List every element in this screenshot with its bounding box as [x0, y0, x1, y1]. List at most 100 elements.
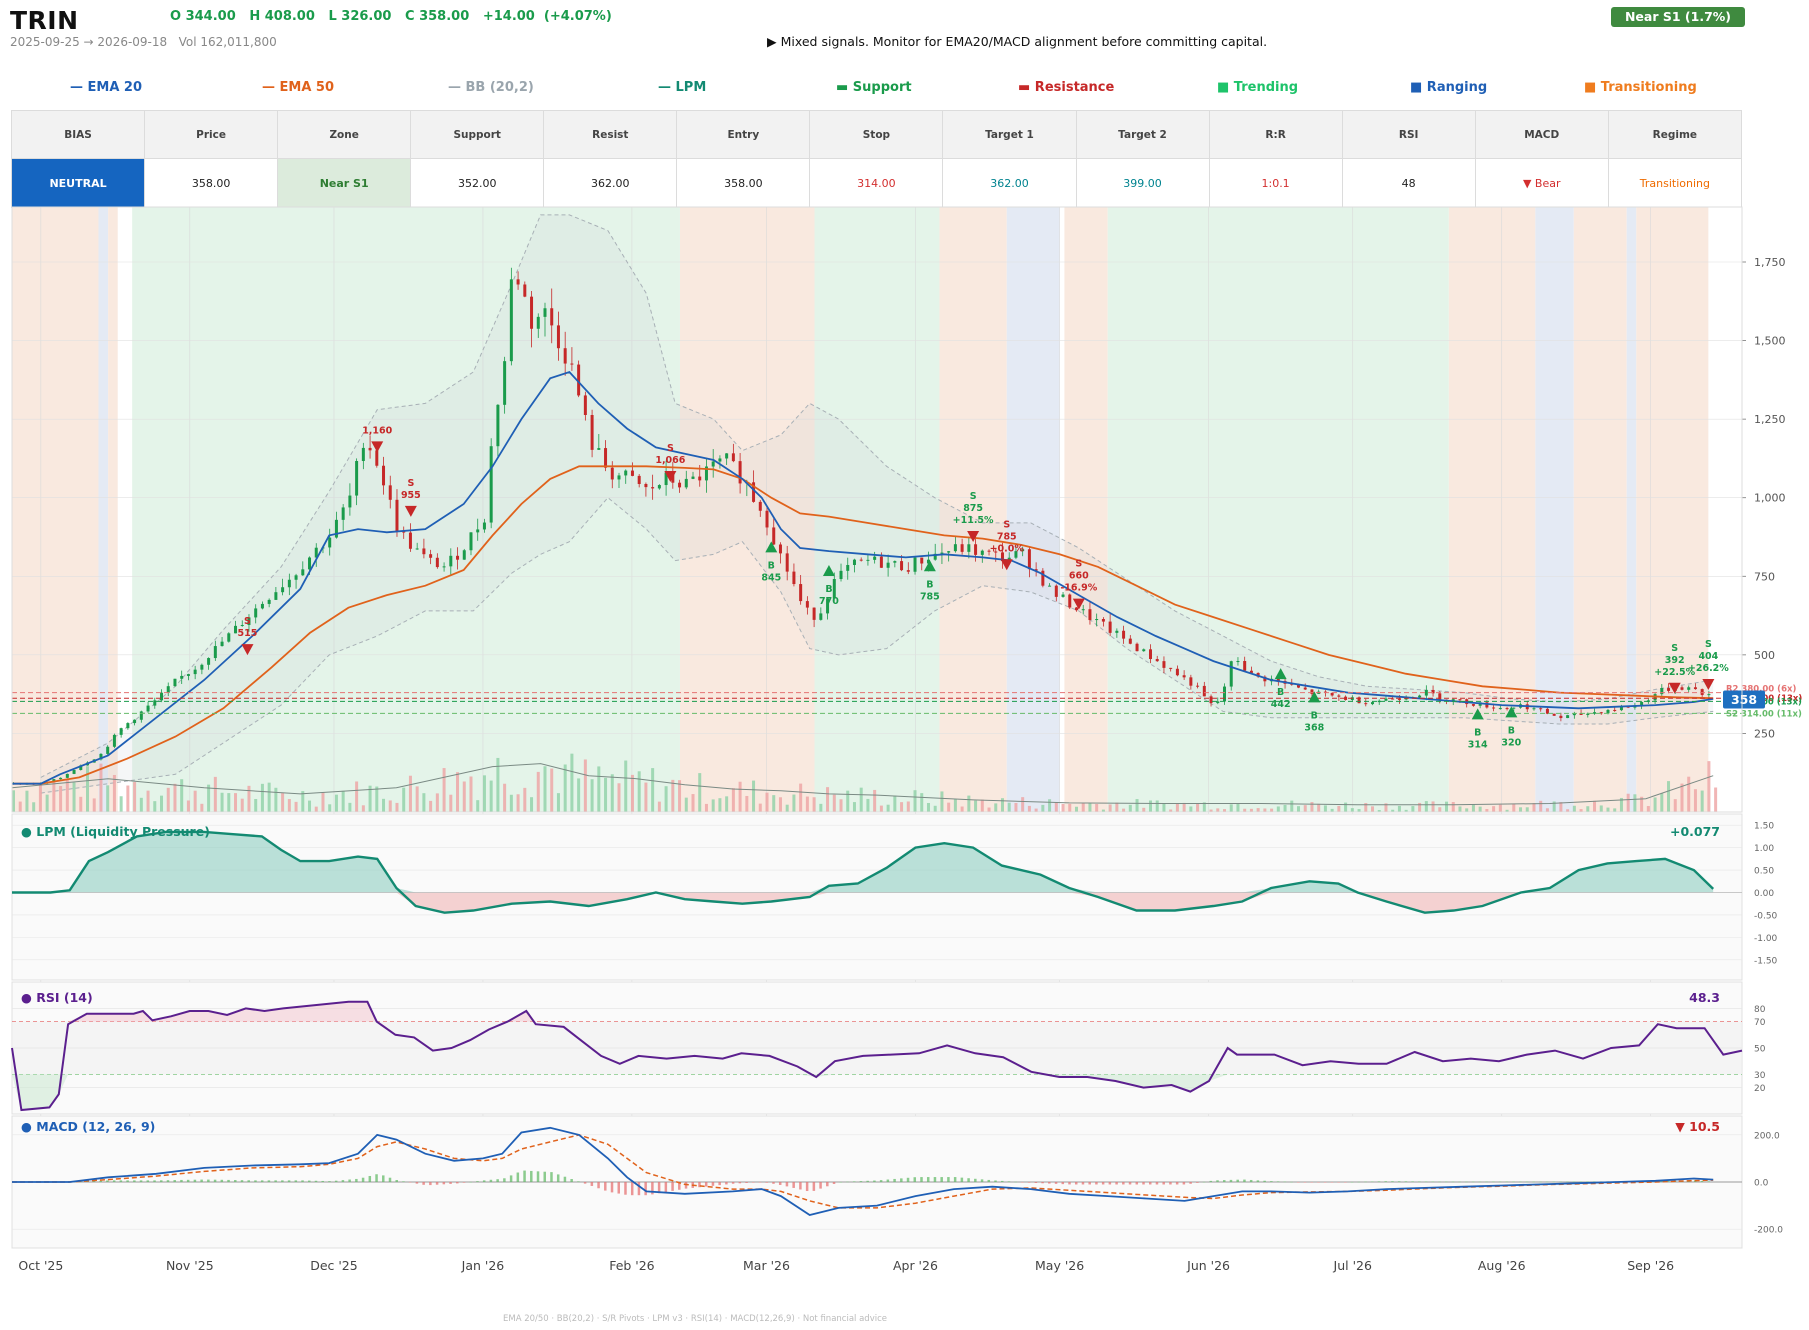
macd-hist-bar	[812, 1182, 816, 1191]
y-tick-label-1: 500	[1754, 649, 1775, 662]
macd-hist-bar	[361, 1177, 365, 1182]
macd-hist-bar	[577, 1181, 580, 1182]
candle-body	[1236, 661, 1240, 663]
buy-label-11-0: B	[1311, 710, 1318, 721]
volume-bar	[260, 783, 264, 812]
volume-bar	[59, 786, 63, 812]
candle-body	[752, 482, 756, 502]
volume-bar	[1498, 804, 1502, 812]
legend-item-1: — EMA 50	[262, 80, 335, 95]
candle-body	[1391, 698, 1395, 700]
volume-bar	[1243, 808, 1247, 812]
volume-bar	[1613, 808, 1617, 812]
candle-body	[334, 519, 338, 538]
volume-bar	[913, 790, 917, 812]
volume-bar	[1048, 799, 1052, 812]
volume-bar	[812, 797, 816, 812]
volume-bar	[866, 798, 870, 812]
macd-hist-bar	[281, 1180, 284, 1182]
rsi-title: ● RSI (14)	[21, 990, 93, 1005]
macd-hist-bar	[146, 1180, 150, 1182]
y-tick-label-6: 1,750	[1754, 256, 1786, 269]
volume-bar	[597, 766, 601, 812]
candle-body	[1021, 549, 1025, 552]
regime-band-6	[939, 207, 1007, 812]
candle-body	[1586, 713, 1590, 715]
volume-bar	[671, 779, 675, 812]
candle-body	[1054, 585, 1058, 597]
volume-bar	[1653, 797, 1657, 812]
volume-bar	[1196, 803, 1200, 812]
volume-bar	[1162, 803, 1166, 812]
candle-body	[879, 556, 883, 568]
candle-body	[341, 507, 345, 520]
macd-hist-bar	[1512, 1181, 1515, 1183]
candle-body	[805, 601, 809, 608]
macd-hist-bar	[1169, 1182, 1172, 1185]
macd-hist-bar	[274, 1180, 277, 1182]
macd-hist-bar	[193, 1179, 197, 1182]
macd-hist-bar	[1007, 1181, 1011, 1182]
candle-body	[65, 773, 69, 778]
macd-hist-bar	[1148, 1182, 1152, 1185]
macd-hist-bar	[489, 1179, 493, 1182]
buy-label-5-0: B	[825, 584, 832, 595]
volume-bar	[395, 802, 399, 812]
macd-hist-bar	[1411, 1181, 1414, 1182]
candle-body	[308, 557, 312, 570]
candle-body	[1108, 621, 1112, 633]
candle-body	[1545, 708, 1549, 714]
volume-bar	[1714, 787, 1718, 812]
macd-hist-bar	[1128, 1182, 1132, 1185]
macd-hist-bar	[651, 1182, 654, 1195]
candle-body	[133, 719, 137, 724]
macd-hist-bar	[449, 1182, 452, 1184]
volume-bar	[893, 795, 897, 812]
volume-bar	[1492, 806, 1496, 812]
volume-bar	[1384, 803, 1388, 812]
buy-label-5-1: 770	[819, 596, 839, 607]
volume-bar	[1088, 802, 1092, 812]
buy-label-10-0: B	[1277, 687, 1284, 698]
macd-hist-bar	[1505, 1181, 1509, 1183]
candle-body	[765, 510, 769, 528]
candle-body	[711, 461, 715, 467]
volume-bar	[1397, 805, 1401, 812]
macd-value: ▼ 10.5	[1675, 1119, 1720, 1134]
buy-label-4-1: 845	[761, 572, 781, 583]
macd-hist-bar	[556, 1174, 560, 1182]
volume-bar	[980, 799, 984, 812]
macd-hist-bar	[1660, 1181, 1663, 1182]
macd-hist-bar	[859, 1181, 863, 1182]
volume-bar	[886, 804, 890, 812]
volume-bar	[1223, 809, 1226, 812]
volume-bar	[1512, 803, 1516, 812]
ema50-line	[12, 465, 1714, 785]
lpm-title: ● LPM (Liquidity Pressure)	[21, 824, 210, 839]
volume-bar	[482, 775, 486, 812]
candle-body	[772, 527, 776, 545]
candle-body	[1593, 712, 1597, 714]
x-tick-label-9: Jul '26	[1333, 1258, 1372, 1273]
volume-bar	[583, 759, 587, 812]
macd-hist-bar	[254, 1180, 257, 1182]
candle-body	[1579, 713, 1583, 715]
candle-body	[866, 559, 870, 561]
candle-body	[839, 570, 843, 580]
candle-body	[913, 557, 917, 572]
candle-body	[435, 557, 439, 568]
volume-bar	[778, 797, 782, 812]
rsi-line	[11, 1000, 1743, 1112]
footer-note: EMA 20/50 · BB(20,2) · S/R Pivots · LPM …	[502, 1314, 887, 1324]
stats-value-r-r: 1:0.1	[1208, 158, 1343, 208]
volume-bar	[1236, 803, 1240, 812]
volume-bar	[1007, 802, 1011, 812]
macd-hist-bar	[758, 1182, 762, 1183]
candle-body	[664, 472, 668, 486]
candle-body	[799, 584, 803, 602]
buy-label-12-1: 314	[1468, 739, 1488, 750]
rsi-tick-0: 80	[1754, 1005, 1766, 1015]
macd-hist-bar	[879, 1180, 883, 1182]
lpm-tick-3: 0.00	[1754, 889, 1774, 899]
